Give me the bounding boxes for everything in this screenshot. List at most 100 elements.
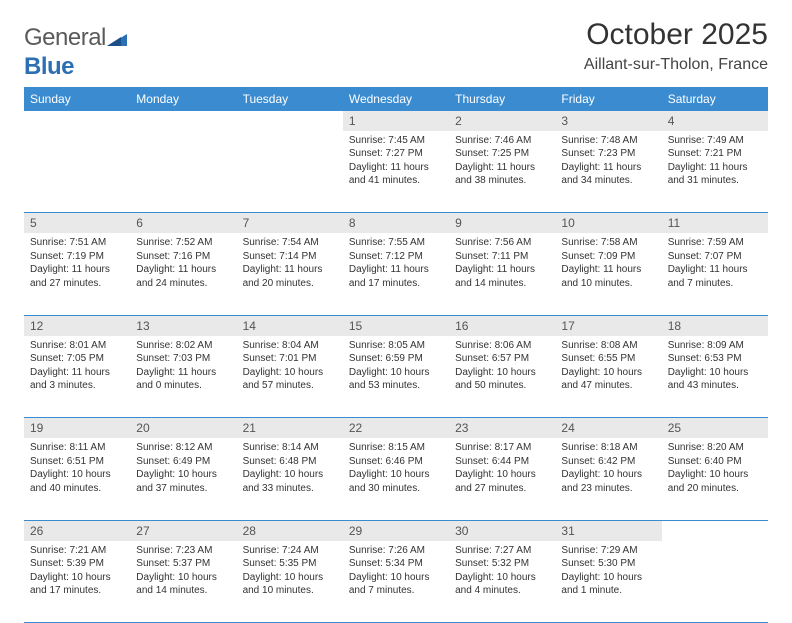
sunset: Sunset: 6:55 PM bbox=[561, 352, 655, 366]
sunset: Sunset: 7:14 PM bbox=[243, 250, 337, 264]
day-number: 12 bbox=[24, 316, 130, 336]
sunrise: Sunrise: 8:05 AM bbox=[349, 339, 443, 353]
day-number: 23 bbox=[449, 418, 555, 438]
daylight: Daylight: 10 hours and 47 minutes. bbox=[561, 366, 655, 393]
day-body: Sunrise: 7:55 AMSunset: 7:12 PMDaylight:… bbox=[343, 233, 449, 294]
day-number: 25 bbox=[662, 418, 768, 438]
day-body: Sunrise: 7:27 AMSunset: 5:32 PMDaylight:… bbox=[449, 541, 555, 602]
sunrise: Sunrise: 7:49 AM bbox=[668, 134, 762, 148]
location: Aillant-sur-Tholon, France bbox=[584, 56, 768, 74]
brand-logo: GeneralBlue bbox=[24, 24, 127, 81]
day-body: Sunrise: 8:11 AMSunset: 6:51 PMDaylight:… bbox=[24, 438, 130, 499]
sunset: Sunset: 5:30 PM bbox=[561, 557, 655, 571]
day-number bbox=[130, 111, 236, 131]
day-cell bbox=[662, 541, 768, 623]
daylight: Daylight: 11 hours and 17 minutes. bbox=[349, 263, 443, 290]
daylight: Daylight: 11 hours and 0 minutes. bbox=[136, 366, 230, 393]
sunrise: Sunrise: 8:06 AM bbox=[455, 339, 549, 353]
daylight: Daylight: 11 hours and 34 minutes. bbox=[561, 161, 655, 188]
sunrise: Sunrise: 7:26 AM bbox=[349, 544, 443, 558]
sunrise: Sunrise: 7:27 AM bbox=[455, 544, 549, 558]
sunset: Sunset: 6:57 PM bbox=[455, 352, 549, 366]
day-cell: Sunrise: 7:48 AMSunset: 7:23 PMDaylight:… bbox=[555, 131, 661, 213]
sunset: Sunset: 6:46 PM bbox=[349, 455, 443, 469]
sunrise: Sunrise: 7:59 AM bbox=[668, 236, 762, 250]
day-body: Sunrise: 7:54 AMSunset: 7:14 PMDaylight:… bbox=[237, 233, 343, 294]
day-body: Sunrise: 8:15 AMSunset: 6:46 PMDaylight:… bbox=[343, 438, 449, 499]
day-number bbox=[237, 111, 343, 131]
sunrise: Sunrise: 8:17 AM bbox=[455, 441, 549, 455]
sunrise: Sunrise: 7:45 AM bbox=[349, 134, 443, 148]
calendar-table: Sunday Monday Tuesday Wednesday Thursday… bbox=[24, 87, 768, 623]
day-number: 3 bbox=[555, 111, 661, 131]
day-number: 4 bbox=[662, 111, 768, 131]
day-cell: Sunrise: 7:56 AMSunset: 7:11 PMDaylight:… bbox=[449, 233, 555, 315]
sunset: Sunset: 7:27 PM bbox=[349, 147, 443, 161]
day-body: Sunrise: 8:05 AMSunset: 6:59 PMDaylight:… bbox=[343, 336, 449, 397]
daylight: Daylight: 11 hours and 3 minutes. bbox=[30, 366, 124, 393]
day-header: Tuesday bbox=[237, 87, 343, 111]
day-number: 8 bbox=[343, 213, 449, 233]
day-number: 22 bbox=[343, 418, 449, 438]
daylight: Daylight: 10 hours and 53 minutes. bbox=[349, 366, 443, 393]
daylight: Daylight: 11 hours and 38 minutes. bbox=[455, 161, 549, 188]
sunrise: Sunrise: 7:23 AM bbox=[136, 544, 230, 558]
week-row: Sunrise: 8:01 AMSunset: 7:05 PMDaylight:… bbox=[24, 336, 768, 418]
day-body: Sunrise: 8:18 AMSunset: 6:42 PMDaylight:… bbox=[555, 438, 661, 499]
day-cell: Sunrise: 7:49 AMSunset: 7:21 PMDaylight:… bbox=[662, 131, 768, 213]
sunrise: Sunrise: 8:01 AM bbox=[30, 339, 124, 353]
day-body: Sunrise: 8:12 AMSunset: 6:49 PMDaylight:… bbox=[130, 438, 236, 499]
sunrise: Sunrise: 8:09 AM bbox=[668, 339, 762, 353]
day-cell: Sunrise: 7:27 AMSunset: 5:32 PMDaylight:… bbox=[449, 541, 555, 623]
sunrise: Sunrise: 7:54 AM bbox=[243, 236, 337, 250]
sunrise: Sunrise: 8:18 AM bbox=[561, 441, 655, 455]
sunset: Sunset: 7:19 PM bbox=[30, 250, 124, 264]
day-body bbox=[24, 131, 130, 138]
sunset: Sunset: 6:49 PM bbox=[136, 455, 230, 469]
daylight: Daylight: 10 hours and 57 minutes. bbox=[243, 366, 337, 393]
daynum-row: 262728293031 bbox=[24, 521, 768, 541]
daylight: Daylight: 10 hours and 4 minutes. bbox=[455, 571, 549, 598]
daylight: Daylight: 11 hours and 24 minutes. bbox=[136, 263, 230, 290]
day-cell: Sunrise: 8:18 AMSunset: 6:42 PMDaylight:… bbox=[555, 438, 661, 520]
sunset: Sunset: 7:16 PM bbox=[136, 250, 230, 264]
day-number bbox=[24, 111, 130, 131]
day-cell: Sunrise: 7:24 AMSunset: 5:35 PMDaylight:… bbox=[237, 541, 343, 623]
day-body: Sunrise: 7:29 AMSunset: 5:30 PMDaylight:… bbox=[555, 541, 661, 602]
day-cell: Sunrise: 8:01 AMSunset: 7:05 PMDaylight:… bbox=[24, 336, 130, 418]
day-cell: Sunrise: 7:58 AMSunset: 7:09 PMDaylight:… bbox=[555, 233, 661, 315]
day-cell: Sunrise: 8:04 AMSunset: 7:01 PMDaylight:… bbox=[237, 336, 343, 418]
day-body bbox=[237, 131, 343, 138]
day-number: 20 bbox=[130, 418, 236, 438]
day-number: 9 bbox=[449, 213, 555, 233]
sunset: Sunset: 7:01 PM bbox=[243, 352, 337, 366]
day-number: 29 bbox=[343, 521, 449, 541]
daylight: Daylight: 10 hours and 43 minutes. bbox=[668, 366, 762, 393]
sunset: Sunset: 7:11 PM bbox=[455, 250, 549, 264]
day-number: 17 bbox=[555, 316, 661, 336]
daylight: Daylight: 11 hours and 7 minutes. bbox=[668, 263, 762, 290]
day-number: 16 bbox=[449, 316, 555, 336]
sunrise: Sunrise: 7:24 AM bbox=[243, 544, 337, 558]
daylight: Daylight: 11 hours and 41 minutes. bbox=[349, 161, 443, 188]
day-cell: Sunrise: 8:15 AMSunset: 6:46 PMDaylight:… bbox=[343, 438, 449, 520]
day-number: 26 bbox=[24, 521, 130, 541]
sunrise: Sunrise: 7:58 AM bbox=[561, 236, 655, 250]
day-body: Sunrise: 8:20 AMSunset: 6:40 PMDaylight:… bbox=[662, 438, 768, 499]
day-body: Sunrise: 8:09 AMSunset: 6:53 PMDaylight:… bbox=[662, 336, 768, 397]
sunset: Sunset: 6:53 PM bbox=[668, 352, 762, 366]
day-header-row: Sunday Monday Tuesday Wednesday Thursday… bbox=[24, 87, 768, 111]
daylight: Daylight: 10 hours and 33 minutes. bbox=[243, 468, 337, 495]
day-cell: Sunrise: 8:12 AMSunset: 6:49 PMDaylight:… bbox=[130, 438, 236, 520]
brand-name: GeneralBlue bbox=[24, 24, 127, 81]
day-number: 14 bbox=[237, 316, 343, 336]
day-cell: Sunrise: 8:06 AMSunset: 6:57 PMDaylight:… bbox=[449, 336, 555, 418]
day-body: Sunrise: 7:58 AMSunset: 7:09 PMDaylight:… bbox=[555, 233, 661, 294]
sunset: Sunset: 7:07 PM bbox=[668, 250, 762, 264]
day-body bbox=[662, 541, 768, 548]
day-number: 7 bbox=[237, 213, 343, 233]
sunset: Sunset: 7:03 PM bbox=[136, 352, 230, 366]
daynum-row: 1234 bbox=[24, 111, 768, 131]
day-header: Thursday bbox=[449, 87, 555, 111]
day-number: 19 bbox=[24, 418, 130, 438]
